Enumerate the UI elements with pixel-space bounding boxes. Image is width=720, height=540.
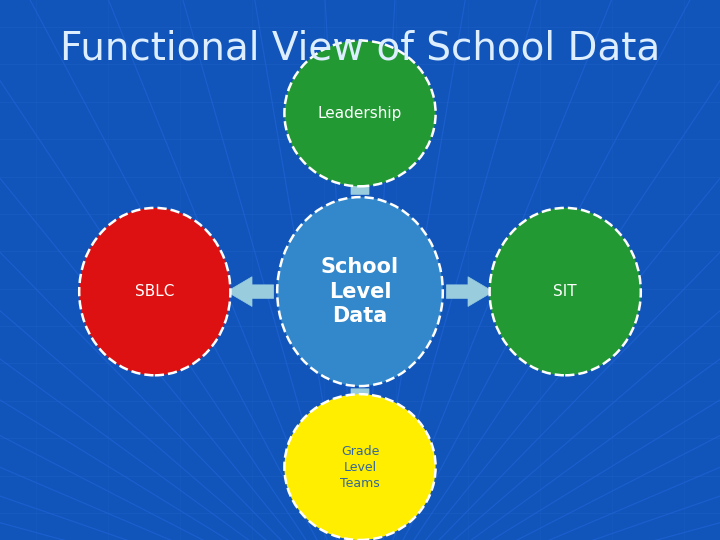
Polygon shape (227, 276, 274, 306)
Ellipse shape (277, 197, 443, 386)
Ellipse shape (284, 394, 436, 540)
Ellipse shape (490, 208, 641, 375)
Polygon shape (340, 389, 380, 424)
Ellipse shape (284, 40, 436, 186)
Text: Leadership: Leadership (318, 106, 402, 121)
Text: SIT: SIT (554, 284, 577, 299)
Text: School
Level
Data: School Level Data (321, 257, 399, 326)
Text: SBLC: SBLC (135, 284, 174, 299)
Text: Functional View of School Data: Functional View of School Data (60, 30, 660, 68)
Polygon shape (340, 159, 380, 194)
Polygon shape (446, 276, 493, 306)
Ellipse shape (79, 208, 230, 375)
Text: Grade
Level
Teams: Grade Level Teams (340, 444, 380, 490)
